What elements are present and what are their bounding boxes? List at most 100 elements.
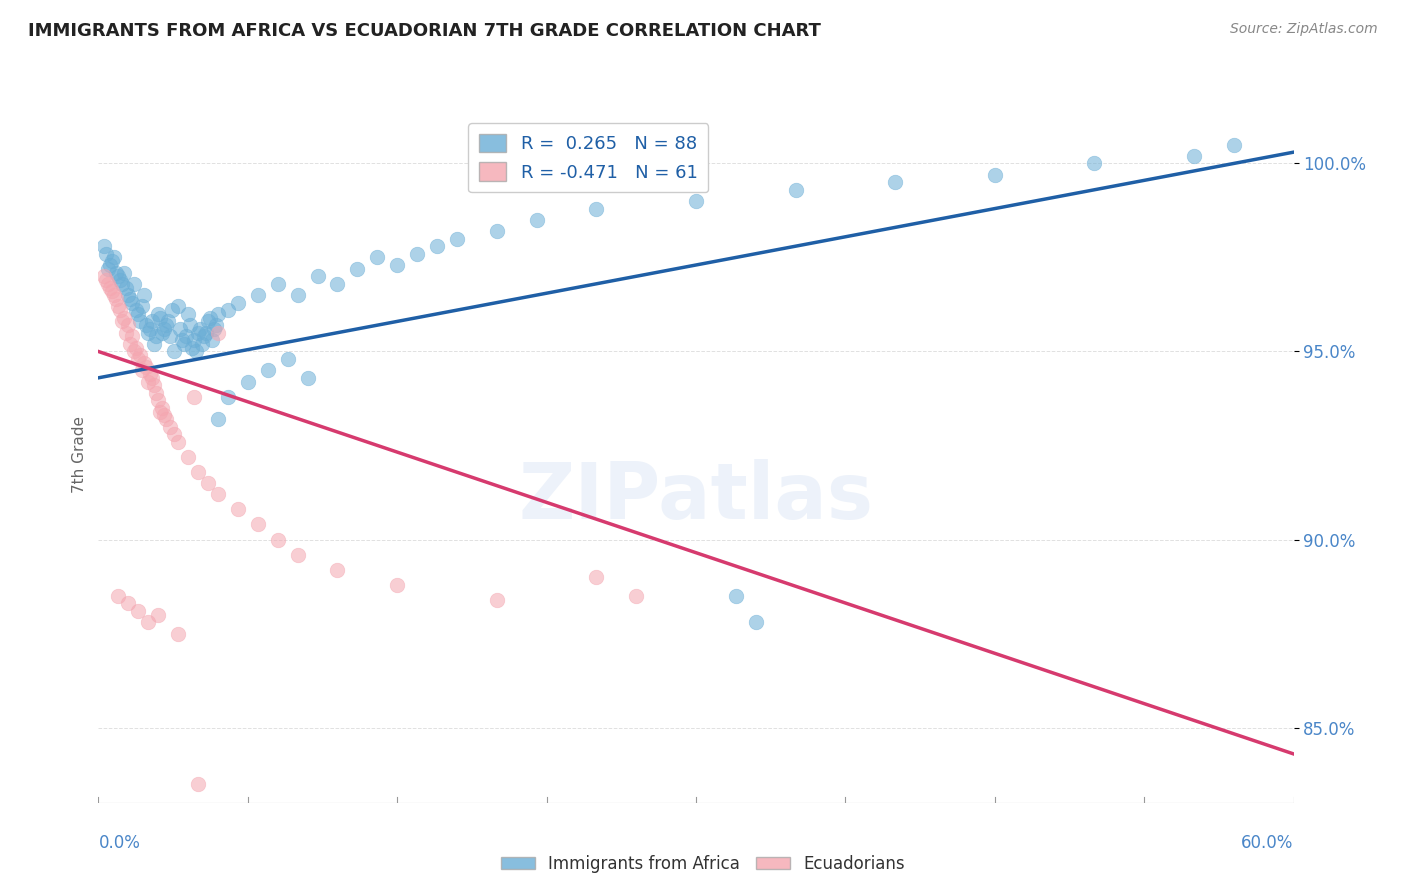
Point <box>96 273 118 287</box>
Point <box>179 318 201 333</box>
Point <box>121 295 143 310</box>
Point <box>267 277 290 291</box>
Point <box>101 285 124 299</box>
Point <box>125 341 148 355</box>
Point <box>884 175 907 189</box>
Point <box>145 385 167 400</box>
Point <box>277 351 299 366</box>
Legend: Immigrants from Africa, Ecuadorians: Immigrants from Africa, Ecuadorians <box>495 848 911 880</box>
Point <box>346 261 368 276</box>
Point <box>366 251 388 265</box>
Point <box>198 310 221 325</box>
Point <box>174 329 197 343</box>
Point <box>236 375 259 389</box>
Point <box>1182 852 1205 866</box>
Point <box>201 333 224 347</box>
Point <box>141 371 163 385</box>
Point <box>103 288 125 302</box>
Point <box>139 367 162 381</box>
Point <box>197 314 219 328</box>
Point <box>326 277 349 291</box>
Point <box>112 310 135 325</box>
Point <box>129 348 152 362</box>
Point <box>131 363 153 377</box>
Point <box>167 434 190 449</box>
Point <box>111 314 134 328</box>
Point <box>98 280 122 294</box>
Point <box>98 258 122 272</box>
Point <box>307 269 329 284</box>
Point <box>148 307 170 321</box>
Point <box>217 390 239 404</box>
Point <box>217 303 239 318</box>
Point <box>191 337 214 351</box>
Point <box>93 269 115 284</box>
Point <box>207 326 229 340</box>
Point <box>785 183 807 197</box>
Point <box>155 318 177 333</box>
Point <box>446 232 468 246</box>
Point <box>135 318 157 333</box>
Point <box>153 322 176 336</box>
Point <box>159 419 181 434</box>
Point <box>131 299 153 313</box>
Point <box>117 288 139 302</box>
Point <box>184 344 207 359</box>
Point <box>110 273 132 287</box>
Point <box>148 607 170 622</box>
Point <box>172 333 194 347</box>
Point <box>107 299 129 313</box>
Point <box>127 604 149 618</box>
Text: Source: ZipAtlas.com: Source: ZipAtlas.com <box>1230 22 1378 37</box>
Point <box>155 412 177 426</box>
Legend: R =  0.265   N = 88, R = -0.471   N = 61: R = 0.265 N = 88, R = -0.471 N = 61 <box>468 123 709 193</box>
Point <box>177 307 200 321</box>
Point <box>226 295 249 310</box>
Point <box>107 589 129 603</box>
Point <box>141 314 163 328</box>
Point <box>181 341 204 355</box>
Point <box>117 318 139 333</box>
Point <box>624 589 647 603</box>
Point <box>326 563 349 577</box>
Point <box>127 307 149 321</box>
Point <box>256 363 278 377</box>
Text: ZIPatlas: ZIPatlas <box>519 458 873 534</box>
Point <box>107 269 129 284</box>
Point <box>115 280 138 294</box>
Text: IMMIGRANTS FROM AFRICA VS ECUADORIAN 7TH GRADE CORRELATION CHART: IMMIGRANTS FROM AFRICA VS ECUADORIAN 7TH… <box>28 22 821 40</box>
Point <box>124 277 146 291</box>
Point <box>526 212 548 227</box>
Point <box>385 577 409 591</box>
Point <box>150 401 173 415</box>
Point <box>287 288 309 302</box>
Point <box>159 329 181 343</box>
Point <box>129 314 152 328</box>
Point <box>127 351 149 366</box>
Point <box>183 333 205 347</box>
Point <box>101 254 124 268</box>
Point <box>93 239 115 253</box>
Point <box>188 322 211 336</box>
Point <box>195 326 218 340</box>
Point <box>267 533 290 547</box>
Point <box>1182 149 1205 163</box>
Point <box>143 337 166 351</box>
Point <box>297 371 319 385</box>
Point <box>136 326 159 340</box>
Point <box>485 224 508 238</box>
Point <box>134 356 156 370</box>
Point <box>167 626 190 640</box>
Point <box>115 326 138 340</box>
Point <box>246 288 269 302</box>
Point <box>406 246 429 260</box>
Point <box>117 597 139 611</box>
Point <box>745 615 768 630</box>
Point <box>426 239 449 253</box>
Point <box>125 303 148 318</box>
Point <box>97 261 120 276</box>
Point <box>145 329 167 343</box>
Point <box>183 390 205 404</box>
Point <box>1083 156 1105 170</box>
Text: 0.0%: 0.0% <box>98 834 141 852</box>
